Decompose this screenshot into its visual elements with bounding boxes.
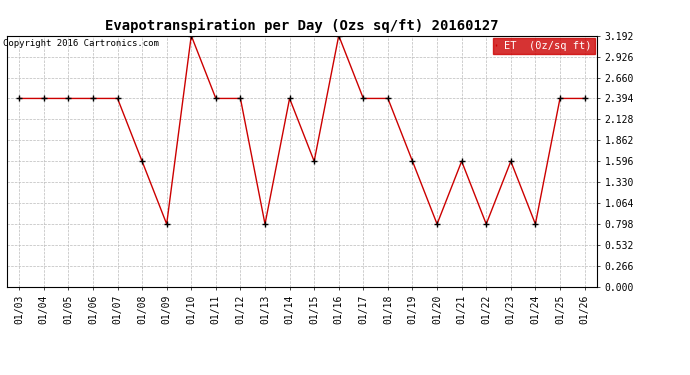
- Legend: ET  (0z/sq ft): ET (0z/sq ft): [493, 38, 595, 54]
- Text: Copyright 2016 Cartronics.com: Copyright 2016 Cartronics.com: [3, 39, 159, 48]
- Title: Evapotranspiration per Day (Ozs sq/ft) 20160127: Evapotranspiration per Day (Ozs sq/ft) 2…: [105, 19, 499, 33]
